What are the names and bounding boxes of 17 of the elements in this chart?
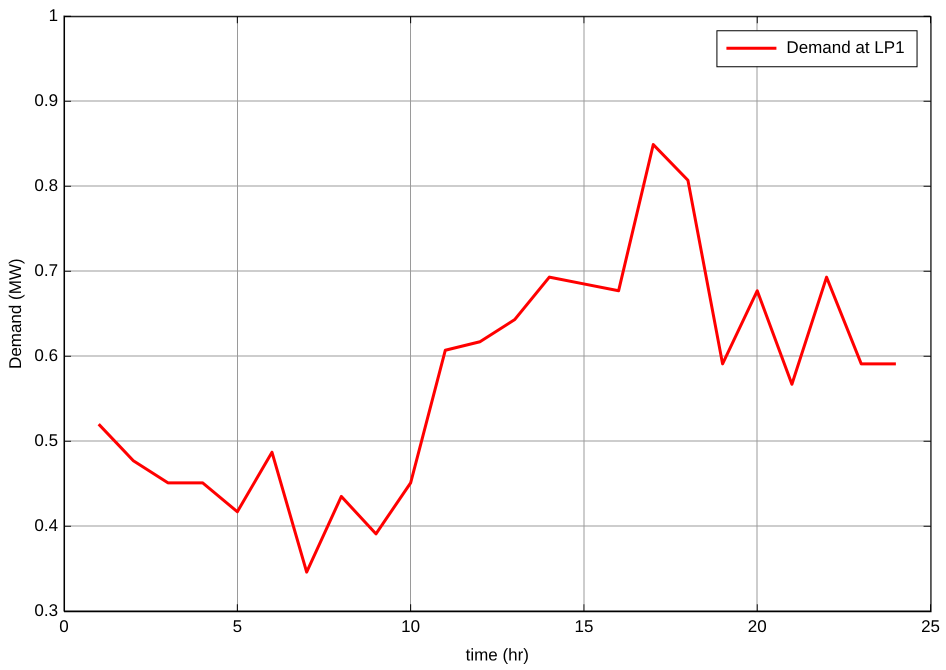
x-tick-label: 10 bbox=[401, 617, 420, 636]
x-tick-label: 5 bbox=[232, 617, 242, 636]
y-tick-label: 0.7 bbox=[34, 260, 58, 280]
y-tick-label: 0.5 bbox=[34, 430, 58, 450]
y-tick-label: 0.8 bbox=[34, 176, 58, 195]
x-tick-label: 0 bbox=[59, 617, 69, 636]
y-tick-label: 0.3 bbox=[34, 600, 58, 620]
legend-label: Demand at LP1 bbox=[786, 38, 905, 57]
y-tick-label: 0.6 bbox=[34, 346, 58, 365]
x-tick-label: 25 bbox=[921, 617, 940, 636]
x-tick-label: 15 bbox=[574, 617, 594, 636]
y-tick-label: 1 bbox=[48, 6, 58, 25]
y-tick-label: 0.4 bbox=[34, 516, 58, 535]
x-tick-label: 20 bbox=[748, 617, 767, 636]
y-tick-label: 0.9 bbox=[34, 90, 58, 110]
x-axis-title: time (hr) bbox=[466, 645, 529, 664]
y-axis-title: Demand (MW) bbox=[6, 258, 25, 369]
